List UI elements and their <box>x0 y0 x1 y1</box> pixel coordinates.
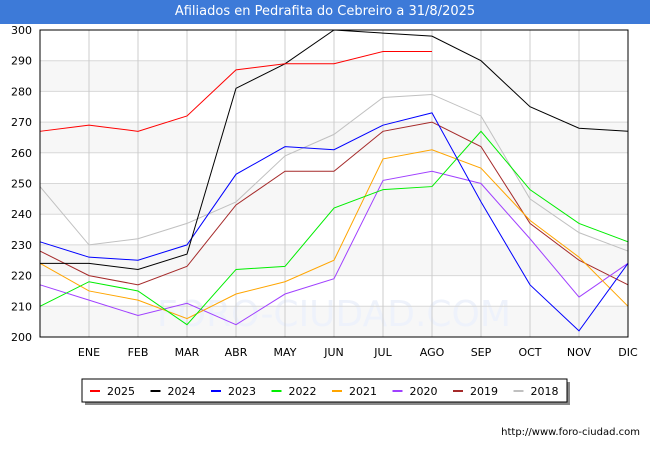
series-line-2022 <box>39 130 629 326</box>
y-tick-label: 270 <box>11 116 32 129</box>
series-line-2020 <box>39 170 629 326</box>
legend-box <box>81 378 568 403</box>
x-tick-label: DIC <box>618 346 638 359</box>
y-tick-label: 290 <box>11 55 32 68</box>
legend-label-2023: 2023 <box>228 385 256 398</box>
source-url[interactable]: http://www.foro-ciudad.com <box>501 427 640 438</box>
x-tick-label: SEP <box>471 346 492 359</box>
x-tick-label: JUL <box>373 346 392 359</box>
x-tick-label: ENE <box>78 346 100 359</box>
plot-border <box>39 29 629 338</box>
x-tick-label: MAY <box>274 346 297 359</box>
x-tick-label: AGO <box>420 346 445 359</box>
series-line-2025 <box>39 50 432 132</box>
legend-label-2025: 2025 <box>107 385 135 398</box>
series-line-2019 <box>39 121 629 286</box>
y-tick-label: 210 <box>11 300 32 313</box>
series-line-2018 <box>39 93 629 252</box>
x-tick-label: FEB <box>128 346 149 359</box>
series-line-2023 <box>39 112 629 332</box>
y-tick-label: 250 <box>11 178 32 191</box>
chart-title: Afiliados en Pedrafita do Cebreiro a 31/… <box>0 0 650 24</box>
legend-label-2020: 2020 <box>410 385 438 398</box>
y-tick-label: 230 <box>11 239 32 252</box>
legend-label-2018: 2018 <box>531 385 559 398</box>
legend-label-2021: 2021 <box>349 385 377 398</box>
y-tick-label: 280 <box>11 85 32 98</box>
y-tick-label: 200 <box>11 331 32 344</box>
y-tick-label: 260 <box>11 147 32 160</box>
x-tick-label: ABR <box>225 346 248 359</box>
legend-label-2019: 2019 <box>470 385 498 398</box>
x-tick-label: NOV <box>567 346 592 359</box>
legend-label-2022: 2022 <box>289 385 317 398</box>
y-tick-label: 220 <box>11 270 32 283</box>
x-tick-label: JUN <box>323 346 344 359</box>
y-tick-label: 300 <box>11 24 32 37</box>
legend-label-2024: 2024 <box>168 385 196 398</box>
y-tick-label: 240 <box>11 208 32 221</box>
series-line-2021 <box>39 149 629 320</box>
x-tick-label: OCT <box>518 346 541 359</box>
x-tick-label: MAR <box>175 346 200 359</box>
